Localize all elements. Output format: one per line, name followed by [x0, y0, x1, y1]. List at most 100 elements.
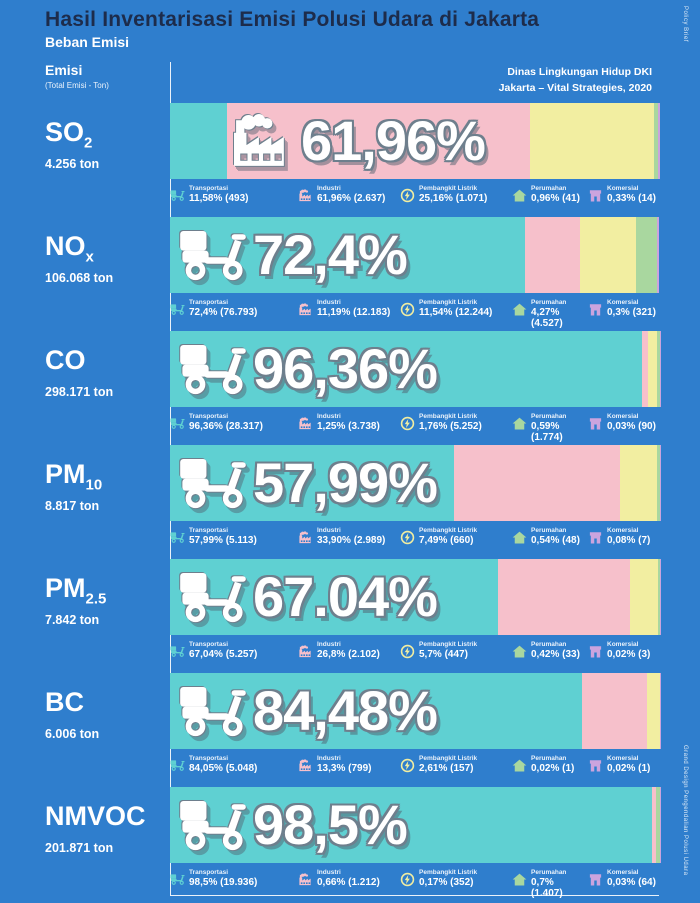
legend-sector-value: 0,7% (1.407): [531, 877, 563, 899]
bar-segment-transportasi: [170, 217, 525, 293]
bar-callout: 61,96%: [226, 109, 486, 172]
bar-segment-industri: [524, 217, 580, 293]
pollutant-name: NOx: [45, 233, 170, 265]
pollutant-symbol: BC: [45, 687, 84, 717]
legend-item-industri: Industri 0,66% (1.212): [298, 869, 400, 899]
pollutant-symbol: NMVOC: [45, 801, 146, 831]
sector-legend: Transportasi 67,04% (5.257) Industri 26,8% …: [170, 641, 660, 660]
legend-sector-name: Industri: [317, 641, 341, 648]
bar-segment-perumahan: [636, 217, 658, 293]
shop-icon: [588, 416, 603, 431]
bar-segment-perumahan: [657, 559, 660, 635]
bar-segment-perumahan: [656, 445, 660, 521]
legend-item-pembangkit: Pembangkit Listrik 7,49% (660): [400, 527, 512, 546]
legend-sector-name: Pembangkit Listrik: [419, 185, 478, 192]
stacked-bar: 72,4%: [170, 217, 660, 293]
pollutant-total-tons: 201.871 ton: [45, 841, 114, 856]
scooter-icon: [178, 456, 248, 510]
pollutant-symbol: PM: [45, 573, 86, 603]
pollutant-name: BC: [45, 689, 170, 720]
legend-item-komersial: Komersial 0,33% (14): [588, 185, 660, 204]
pollutant-chart: 98,5% Transportasi 98,5% (19.936) Industri…: [170, 787, 660, 901]
attribution-line-1: Dinas Lingkungan Hidup DKI: [507, 66, 652, 78]
legend-sector-name: Perumahan: [531, 641, 567, 648]
scooter-icon: [178, 228, 248, 282]
legend-item-industri: Industri 11,19% (12.183): [298, 299, 400, 329]
legend-item-industri: Industri 33,90% (2.989): [298, 527, 400, 546]
legend-item-perumahan: Perumahan 0,96% (41): [512, 185, 588, 204]
shop-icon: [588, 302, 603, 317]
pollutant-name: PM10: [45, 461, 170, 494]
bar-callout: 72,4%: [178, 227, 408, 283]
legend-item-industri: Industri 13,3% (799): [298, 755, 400, 774]
legend-sector-value: 84,05% (5.048): [189, 763, 258, 774]
legend-sector-value: 33,90% (2.989): [317, 535, 386, 546]
bar-segment-komersial: [658, 103, 660, 179]
legend-item-transportasi: Transportasi 84,05% (5.048): [170, 755, 298, 774]
legend-sector-value: 0,08% (7): [607, 535, 651, 546]
legend-sector-name: Transportasi: [189, 869, 229, 876]
sector-legend: Transportasi 84,05% (5.048) Industri 13,3% …: [170, 755, 660, 774]
scooter-icon: [170, 188, 185, 203]
dominant-share-value: 61,96%: [301, 109, 486, 172]
legend-item-pembangkit: Pembangkit Listrik 11,54% (12.244): [400, 299, 512, 329]
stacked-bar: 96,36%: [170, 331, 660, 407]
legend-item-transportasi: Transportasi 96,36% (28.317): [170, 413, 298, 443]
legend-item-industri: Industri 1,25% (3.738): [298, 413, 400, 443]
shop-icon: [588, 530, 603, 545]
house-icon: [512, 758, 527, 773]
bar-segment-perumahan: [656, 331, 660, 407]
scooter-icon: [178, 570, 248, 624]
scooter-icon: [170, 644, 185, 659]
legend-item-perumahan: Perumahan 0,54% (48): [512, 527, 588, 546]
scooter-icon: [178, 684, 248, 738]
bar-segment-industri: [498, 559, 630, 635]
axis-bottom-line: [170, 895, 659, 896]
legend-item-pembangkit: Pembangkit Listrik 0,17% (352): [400, 869, 512, 899]
dominant-share-value: 57,99%: [253, 451, 438, 514]
factory-icon: [298, 188, 313, 203]
legend-item-transportasi: Transportasi 98,5% (19.936): [170, 869, 298, 899]
legend-sector-name: Pembangkit Listrik: [419, 527, 478, 534]
bar-segment-industri: [581, 673, 647, 749]
shop-icon: [588, 872, 603, 887]
legend-sector-value: 11,54% (12.244): [419, 307, 493, 318]
pollutant-row-NMVOC: NMVOC 201.871 ton 98,5% Transportasi 98,5…: [0, 787, 700, 901]
bar-segment-pembangkit: [655, 787, 657, 863]
legend-item-perumahan: Perumahan 0,42% (33): [512, 641, 588, 660]
legend-sector-value: 25,16% (1.071): [419, 193, 488, 204]
bar-callout: 84,48%: [178, 683, 438, 739]
legend-sector-value: 0,02% (3): [607, 649, 651, 660]
scooter-icon: [170, 416, 185, 431]
legend-sector-value: 26,8% (2.102): [317, 649, 380, 660]
pollutant-chart: 67.04% Transportasi 67,04% (5.257) Industr…: [170, 559, 660, 673]
bar-segment-transportasi: [170, 559, 499, 635]
legend-item-komersial: Komersial 0,02% (3): [588, 641, 660, 660]
legend-item-perumahan: Perumahan 0,7% (1.407): [512, 869, 588, 899]
sector-legend: Transportasi 57,99% (5.113) Industri 33,90%…: [170, 527, 660, 546]
bar-segment-pembangkit: [579, 217, 637, 293]
pollutant-total-tons: 4.256 ton: [45, 157, 100, 172]
shop-icon: [588, 188, 603, 203]
pollutant-label: SO2 4.256 ton: [0, 103, 170, 217]
pollutant-subscript: 10: [85, 476, 103, 494]
stacked-bar: 98,5%: [170, 787, 660, 863]
legend-sector-name: Komersial: [607, 869, 639, 876]
pollutant-total-tons: 8.817 ton: [45, 499, 100, 514]
pollutant-name: PM2.5: [45, 573, 170, 607]
legend-sector-name: Transportasi: [189, 185, 229, 192]
bar-segment-perumahan: [653, 103, 659, 179]
shop-icon: [588, 758, 603, 773]
legend-item-komersial: Komersial 0,08% (7): [588, 527, 660, 546]
bar-callout: 57,99%: [178, 451, 438, 514]
legend-sector-name: Industri: [317, 755, 341, 762]
legend-sector-name: Perumahan: [531, 185, 567, 192]
legend-sector-name: Komersial: [607, 185, 639, 192]
shop-icon: [588, 644, 603, 659]
legend-sector-name: Perumahan: [531, 527, 567, 534]
dominant-share-value: 98,5%: [253, 793, 408, 856]
factory-icon: [226, 114, 296, 168]
pollutant-chart: 96,36% Transportasi 96,36% (28.317) Indust…: [170, 331, 660, 445]
legend-item-perumahan: Perumahan 0,59% (1.774): [512, 413, 588, 443]
legend-sector-value: 0,02% (1): [607, 763, 651, 774]
